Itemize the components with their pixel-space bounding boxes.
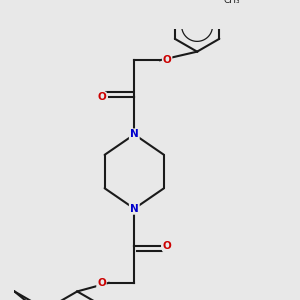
Text: O: O — [163, 241, 172, 251]
Text: N: N — [130, 129, 139, 140]
Text: O: O — [97, 92, 106, 102]
Text: O: O — [163, 55, 172, 65]
Text: N: N — [130, 204, 139, 214]
Text: O: O — [97, 278, 106, 288]
Text: CH₃: CH₃ — [224, 0, 240, 5]
